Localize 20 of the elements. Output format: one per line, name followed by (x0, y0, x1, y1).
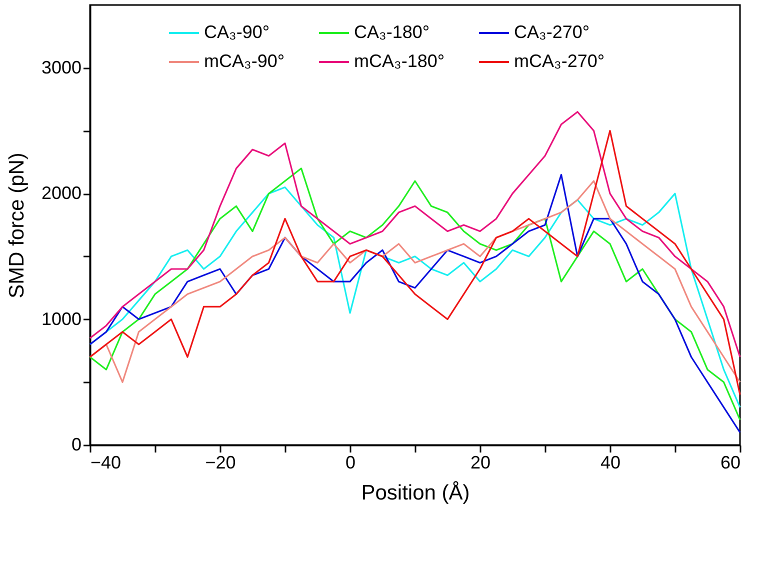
legend-label: mCA₃-270° (514, 51, 605, 71)
x-tick-label: 60 (720, 452, 740, 472)
y-tick-label: 1000 (41, 308, 82, 329)
y-tick-label: 0 (71, 434, 82, 454)
x-axis-title: Position (Å) (361, 480, 470, 504)
x-tick-label: 0 (345, 452, 356, 472)
legend-label: mCA₃-180° (354, 51, 445, 71)
y-tick-label: 2000 (41, 183, 82, 204)
x-tick-label: −20 (205, 452, 236, 472)
x-tick-label: 20 (470, 452, 491, 472)
y-axis-title: SMD force (pN) (5, 152, 28, 298)
y-tick-label: 3000 (41, 57, 82, 78)
legend-label: CA₃-180° (354, 22, 430, 42)
line-series (89, 130, 741, 396)
legend-label: mCA₃-90° (204, 51, 285, 71)
legend-label: CA₃-90° (204, 22, 270, 42)
line-series (89, 111, 741, 358)
x-tick-label: 40 (600, 452, 621, 472)
x-tick-label: −40 (90, 452, 122, 472)
legend-label: CA₃-270° (514, 22, 590, 42)
